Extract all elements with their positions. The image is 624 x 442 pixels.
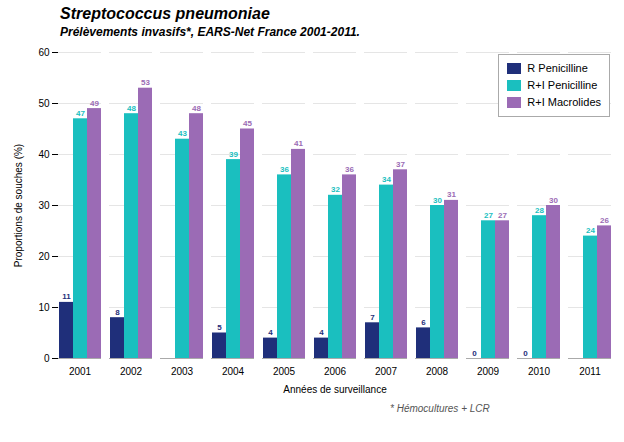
html-text:* Hémocultures + LCR: * Hémocultures + LCR: [390, 403, 490, 414]
svg-text:30: 30: [38, 200, 50, 211]
html-text:Streptococcus pneumoniae: Streptococcus pneumoniae: [60, 5, 270, 22]
svg-text:2009: 2009: [477, 366, 500, 377]
svg-text:39: 39: [229, 150, 238, 159]
svg-text:4: 4: [319, 328, 324, 337]
svg-text:26: 26: [600, 216, 609, 225]
svg-text:24: 24: [586, 226, 595, 235]
html-text:R Penicilline: R Penicilline: [527, 62, 588, 74]
svg-text:2005: 2005: [273, 366, 296, 377]
svg-text:2001: 2001: [69, 366, 92, 377]
svg-text:48: 48: [127, 104, 136, 113]
svg-text:53: 53: [141, 78, 150, 87]
svg-text:6: 6: [421, 318, 426, 327]
svg-text:48: 48: [192, 104, 201, 113]
html-text:Prélèvements invasifs*, EARS-N: Prélèvements invasifs*, EARS-Net France …: [60, 25, 360, 39]
svg-text:Proportions de souches (%): Proportions de souches (%): [13, 144, 24, 267]
svg-text:47: 47: [76, 109, 85, 118]
svg-text:5: 5: [217, 323, 222, 332]
svg-text:41: 41: [294, 139, 303, 148]
svg-text:27: 27: [484, 211, 493, 220]
svg-text:0: 0: [523, 349, 528, 358]
svg-text:31: 31: [447, 190, 456, 199]
svg-text:30: 30: [549, 196, 558, 205]
svg-text:34: 34: [382, 175, 391, 184]
html-text:R+I Macrolides: R+I Macrolides: [527, 96, 601, 108]
svg-text:27: 27: [498, 211, 507, 220]
svg-text:40: 40: [38, 149, 50, 160]
svg-text:10: 10: [38, 302, 50, 313]
svg-text:2008: 2008: [426, 366, 449, 377]
svg-text:20: 20: [38, 251, 50, 262]
svg-text:11: 11: [62, 292, 71, 301]
svg-text:2002: 2002: [120, 366, 143, 377]
svg-text:28: 28: [535, 206, 544, 215]
svg-text:2006: 2006: [324, 366, 347, 377]
html-text:R+I Penicilline: R+I Penicilline: [527, 79, 598, 91]
svg-text:50: 50: [38, 98, 50, 109]
svg-text:0: 0: [472, 349, 477, 358]
svg-text:60: 60: [38, 47, 50, 58]
svg-text:43: 43: [178, 129, 187, 138]
svg-text:Années de surveillance: Années de surveillance: [283, 384, 387, 395]
svg-text:7: 7: [370, 313, 375, 322]
svg-text:37: 37: [396, 160, 405, 169]
svg-text:0: 0: [44, 353, 50, 364]
svg-text:2004: 2004: [222, 366, 245, 377]
svg-text:2007: 2007: [375, 366, 398, 377]
svg-text:32: 32: [331, 185, 340, 194]
svg-text:45: 45: [243, 119, 252, 128]
svg-text:36: 36: [345, 165, 354, 174]
svg-text:36: 36: [280, 165, 289, 174]
svg-text:30: 30: [433, 196, 442, 205]
svg-text:2003: 2003: [171, 366, 194, 377]
svg-text:4: 4: [268, 328, 273, 337]
svg-text:49: 49: [90, 99, 99, 108]
svg-text:8: 8: [115, 308, 120, 317]
svg-text:2010: 2010: [528, 366, 551, 377]
svg-text:2011: 2011: [579, 366, 601, 377]
